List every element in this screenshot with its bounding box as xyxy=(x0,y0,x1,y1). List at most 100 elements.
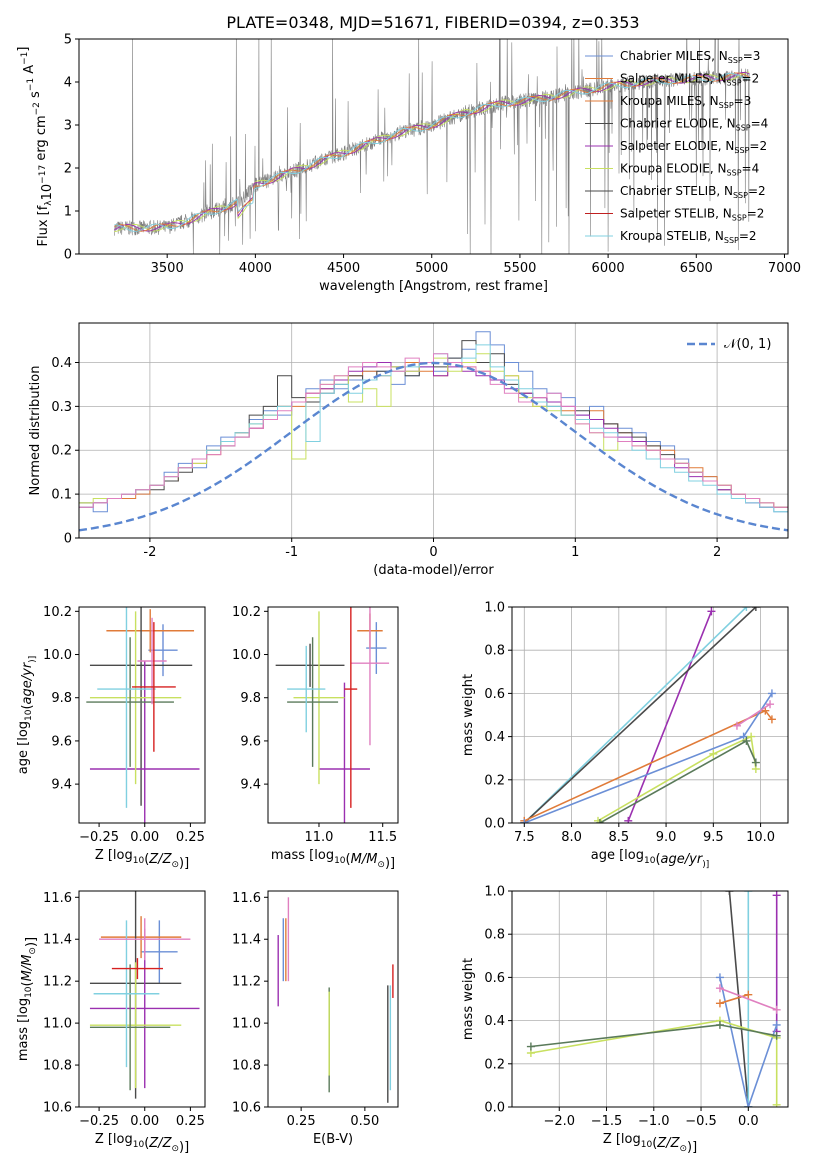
spectrum-model-line xyxy=(114,72,750,232)
weight-point-marker xyxy=(772,891,781,900)
ebv-mass-panel: 0.25 0.50 10.6 10.8 11.0 11.2 11.4 11.6 E(B-V) xyxy=(232,890,399,1147)
y-tick-label: 9.6 xyxy=(240,734,261,749)
y-tick-label: 10.0 xyxy=(232,648,261,663)
legend-entry-name: Kroupa ELODIE, N xyxy=(620,162,727,176)
weight-point-marker xyxy=(709,749,718,758)
x-tick-label: 11.0 xyxy=(305,830,334,845)
x-axis-label-part: ⊙ xyxy=(171,860,179,870)
weight-point-marker xyxy=(744,1103,753,1107)
weight-point-marker xyxy=(744,891,753,895)
y-tick-label: 0.3 xyxy=(51,400,72,415)
x-tick-label: 11.5 xyxy=(368,830,397,845)
weight-series-line xyxy=(627,611,713,822)
x-tick-label: 6000 xyxy=(592,261,625,276)
plot-area xyxy=(512,607,788,823)
y-axis-label-part: −1 xyxy=(26,78,36,91)
legend-entry: Chabrier STELIB, NSSP=2 xyxy=(620,184,766,200)
y-tick-label: 10.0 xyxy=(43,648,72,663)
x-tick-label: 7000 xyxy=(768,261,801,276)
weight-point-marker xyxy=(624,816,633,823)
weight-point-marker xyxy=(751,607,760,611)
axes-frame xyxy=(78,606,206,824)
legend-entry-name: Chabrier STELIB, N xyxy=(620,184,733,198)
y-tick-label: 2 xyxy=(64,162,72,177)
legend-entry-sub: SSP xyxy=(734,146,749,155)
weight-point-marker xyxy=(742,736,751,745)
y-tick-label: 11.0 xyxy=(43,1017,72,1032)
axes-frame xyxy=(78,38,789,255)
legend-entry-nssp: =3 xyxy=(734,94,752,108)
weight-point-marker xyxy=(595,819,604,823)
legend-entry-nssp: =2 xyxy=(742,72,760,86)
x-tick-label: 4000 xyxy=(239,261,272,276)
y-tick-label: 0.2 xyxy=(484,773,505,788)
weight-point-marker xyxy=(715,999,724,1008)
x-axis-label: Z [log10(Z/Z⊙)] xyxy=(603,1132,697,1155)
x-axis-label-part: )] xyxy=(179,856,189,871)
y-tick-label: 9.8 xyxy=(51,691,72,706)
y-axis-label-part: ( xyxy=(20,981,35,986)
plot-area xyxy=(275,607,390,823)
y-tick-label: 1 xyxy=(64,205,72,220)
x-tick-label: −0.25 xyxy=(79,1114,119,1129)
mass-age-panel: 11.0 11.5 9.4 9.6 9.8 10.0 10.2 mass [log10(M/M… xyxy=(232,605,399,871)
histogram-series xyxy=(79,340,788,513)
legend-entry-sub: SSP xyxy=(719,101,734,110)
x-tick-label: 0.0 xyxy=(738,1114,759,1129)
x-tick-label: 0.25 xyxy=(287,1114,316,1129)
weight-series-line xyxy=(530,1019,778,1105)
y-axis-label: age [log10(age/yr)] xyxy=(16,656,38,774)
axes-frame xyxy=(267,606,399,824)
weight-point-marker xyxy=(715,973,724,982)
weight-point-marker xyxy=(772,1020,781,1029)
plot-area xyxy=(277,897,394,1103)
histogram-series xyxy=(79,362,788,513)
x-tick-label: 0.25 xyxy=(176,830,205,845)
x-axis-label-part: ⊙ xyxy=(679,1144,687,1154)
legend-entry-name: Salpeter STELIB, N xyxy=(620,207,732,221)
weight-point-marker xyxy=(772,1100,781,1107)
x-tick-label: 1 xyxy=(571,545,579,560)
weight-point-marker xyxy=(772,1031,781,1040)
legend-entry-name: Kroupa MILES, N xyxy=(620,94,719,108)
x-tick-label: 8.5 xyxy=(608,830,629,845)
plot-area xyxy=(86,607,200,823)
y-tick-label: 11.2 xyxy=(43,975,72,990)
legend-entry: Salpeter STELIB, NSSP=2 xyxy=(620,207,764,223)
y-tick-label: 11.2 xyxy=(232,975,261,990)
weight-series-line xyxy=(719,987,777,1011)
y-tick-label: 0.2 xyxy=(484,1057,505,1072)
y-axis-label-part: 10 xyxy=(40,184,55,201)
plot-area xyxy=(512,891,788,1107)
weight-series-line xyxy=(719,993,749,1005)
y-axis-label-part: ⊙ xyxy=(28,947,38,955)
axes-frame xyxy=(267,890,399,1108)
y-tick-label: 1.0 xyxy=(484,601,505,616)
y-axis-label-part: erg cm xyxy=(34,115,49,164)
x-axis-label-part: ( xyxy=(652,1136,657,1151)
y-axis-label-part: λ xyxy=(44,200,54,206)
x-tick-label: 6500 xyxy=(680,261,713,276)
histogram-series xyxy=(79,353,788,513)
y-tick-label: 9.4 xyxy=(240,778,261,793)
x-axis-label-part: ( xyxy=(655,852,660,867)
y-tick-label: 1.0 xyxy=(484,885,505,900)
y-axis-label-part: ] xyxy=(16,47,31,52)
x-axis-label-part: Z [log xyxy=(95,1132,133,1147)
x-tick-label: −1.5 xyxy=(591,1114,623,1129)
y-tick-label: 0 xyxy=(64,248,72,263)
x-axis-label: Z [log10(Z/Z⊙)] xyxy=(95,1132,189,1155)
x-axis-label-part: ⊙ xyxy=(171,1144,179,1154)
normal-reference-curve xyxy=(79,361,788,532)
weight-point-marker xyxy=(744,990,753,999)
y-axis-label-part: age/yr xyxy=(20,661,35,704)
x-tick-label: −0.25 xyxy=(79,830,119,845)
y-axis-label-part: Flux [f xyxy=(36,205,51,246)
y-axis-label-part: age [log xyxy=(16,721,31,774)
y-axis-label-part: 10 xyxy=(24,709,34,721)
legend-entry-nssp: =2 xyxy=(739,229,757,243)
weight-point-marker xyxy=(772,1005,781,1014)
z-mass-panel: −0.25 0.00 0.25 10.6 10.8 11.0 11.2 11.4 11.6 Z [… xyxy=(16,890,206,1155)
y-tick-label: 10.6 xyxy=(43,1101,72,1116)
x-axis-label-part: age [log xyxy=(591,848,644,863)
